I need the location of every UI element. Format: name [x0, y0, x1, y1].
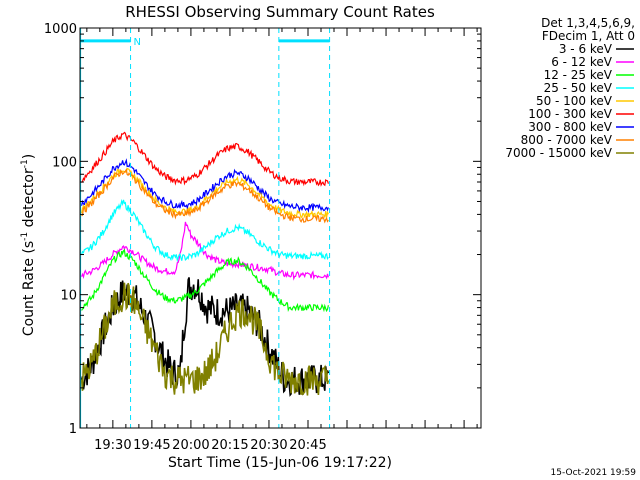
x-tick-label-5: 20:45 [289, 438, 326, 453]
x-tick-label-0: 19:30 [94, 438, 131, 453]
series-line-5 [81, 131, 329, 187]
legend-label-8: 7000 - 15000 keV [505, 146, 612, 160]
series-line-3 [81, 198, 329, 263]
status-bar-label-0: N [134, 37, 141, 48]
series-line-4 [81, 167, 329, 219]
x-tick-label-3: 20:15 [211, 438, 248, 453]
x-tick-label-2: 20:00 [172, 438, 209, 453]
x-tick-label-4: 20:30 [250, 438, 287, 453]
series-line-8 [80, 282, 330, 396]
legend-label-0: 3 - 6 keV [559, 42, 613, 56]
y-tick-label-1: 10 [60, 289, 77, 304]
legend-label-3: 25 - 50 keV [544, 81, 613, 95]
series-line-1 [81, 221, 329, 281]
legend-label-6: 300 - 800 keV [528, 120, 612, 134]
legend: Det 1,3,4,5,6,9, FDecim 1, Att 0 3 - 6 k… [505, 16, 635, 160]
legend-label-7: 800 - 7000 keV [521, 133, 613, 147]
x-tick-label-1: 19:45 [133, 438, 170, 453]
legend-label-5: 100 - 300 keV [528, 107, 612, 121]
plot-area: N [79, 27, 482, 429]
legend-header-line-1: Det 1,3,4,5,6,9, [541, 16, 635, 30]
series-line-7 [81, 168, 329, 224]
legend-label-1: 6 - 12 keV [551, 55, 613, 69]
x-axis-label: Start Time (15-Jun-06 19:17:22) [168, 455, 392, 471]
y-tick-label-0: 1 [69, 422, 77, 437]
legend-label-2: 12 - 25 keV [544, 68, 613, 82]
chart-title: RHESSI Observing Summary Count Rates [125, 3, 435, 21]
y-axis-label: Count Rate (s-1 detector-1) [20, 154, 37, 336]
timestamp: 15-Oct-2021 19:59 [551, 468, 637, 478]
series-line-0 [80, 277, 330, 397]
legend-header-line-2: FDecim 1, Att 0 [542, 29, 635, 43]
legend-label-4: 50 - 100 keV [536, 94, 613, 108]
series-line-2 [81, 248, 329, 313]
x-axis: 19:30 19:45 20:00 20:15 20:30 20:45 [86, 28, 478, 453]
series-line-6 [81, 158, 329, 214]
y-tick-label-3: 1000 [44, 22, 77, 37]
plot-frame [79, 27, 482, 429]
y-axis: 1 10 100 1000 [44, 22, 481, 437]
y-tick-label-2: 100 [52, 155, 77, 170]
